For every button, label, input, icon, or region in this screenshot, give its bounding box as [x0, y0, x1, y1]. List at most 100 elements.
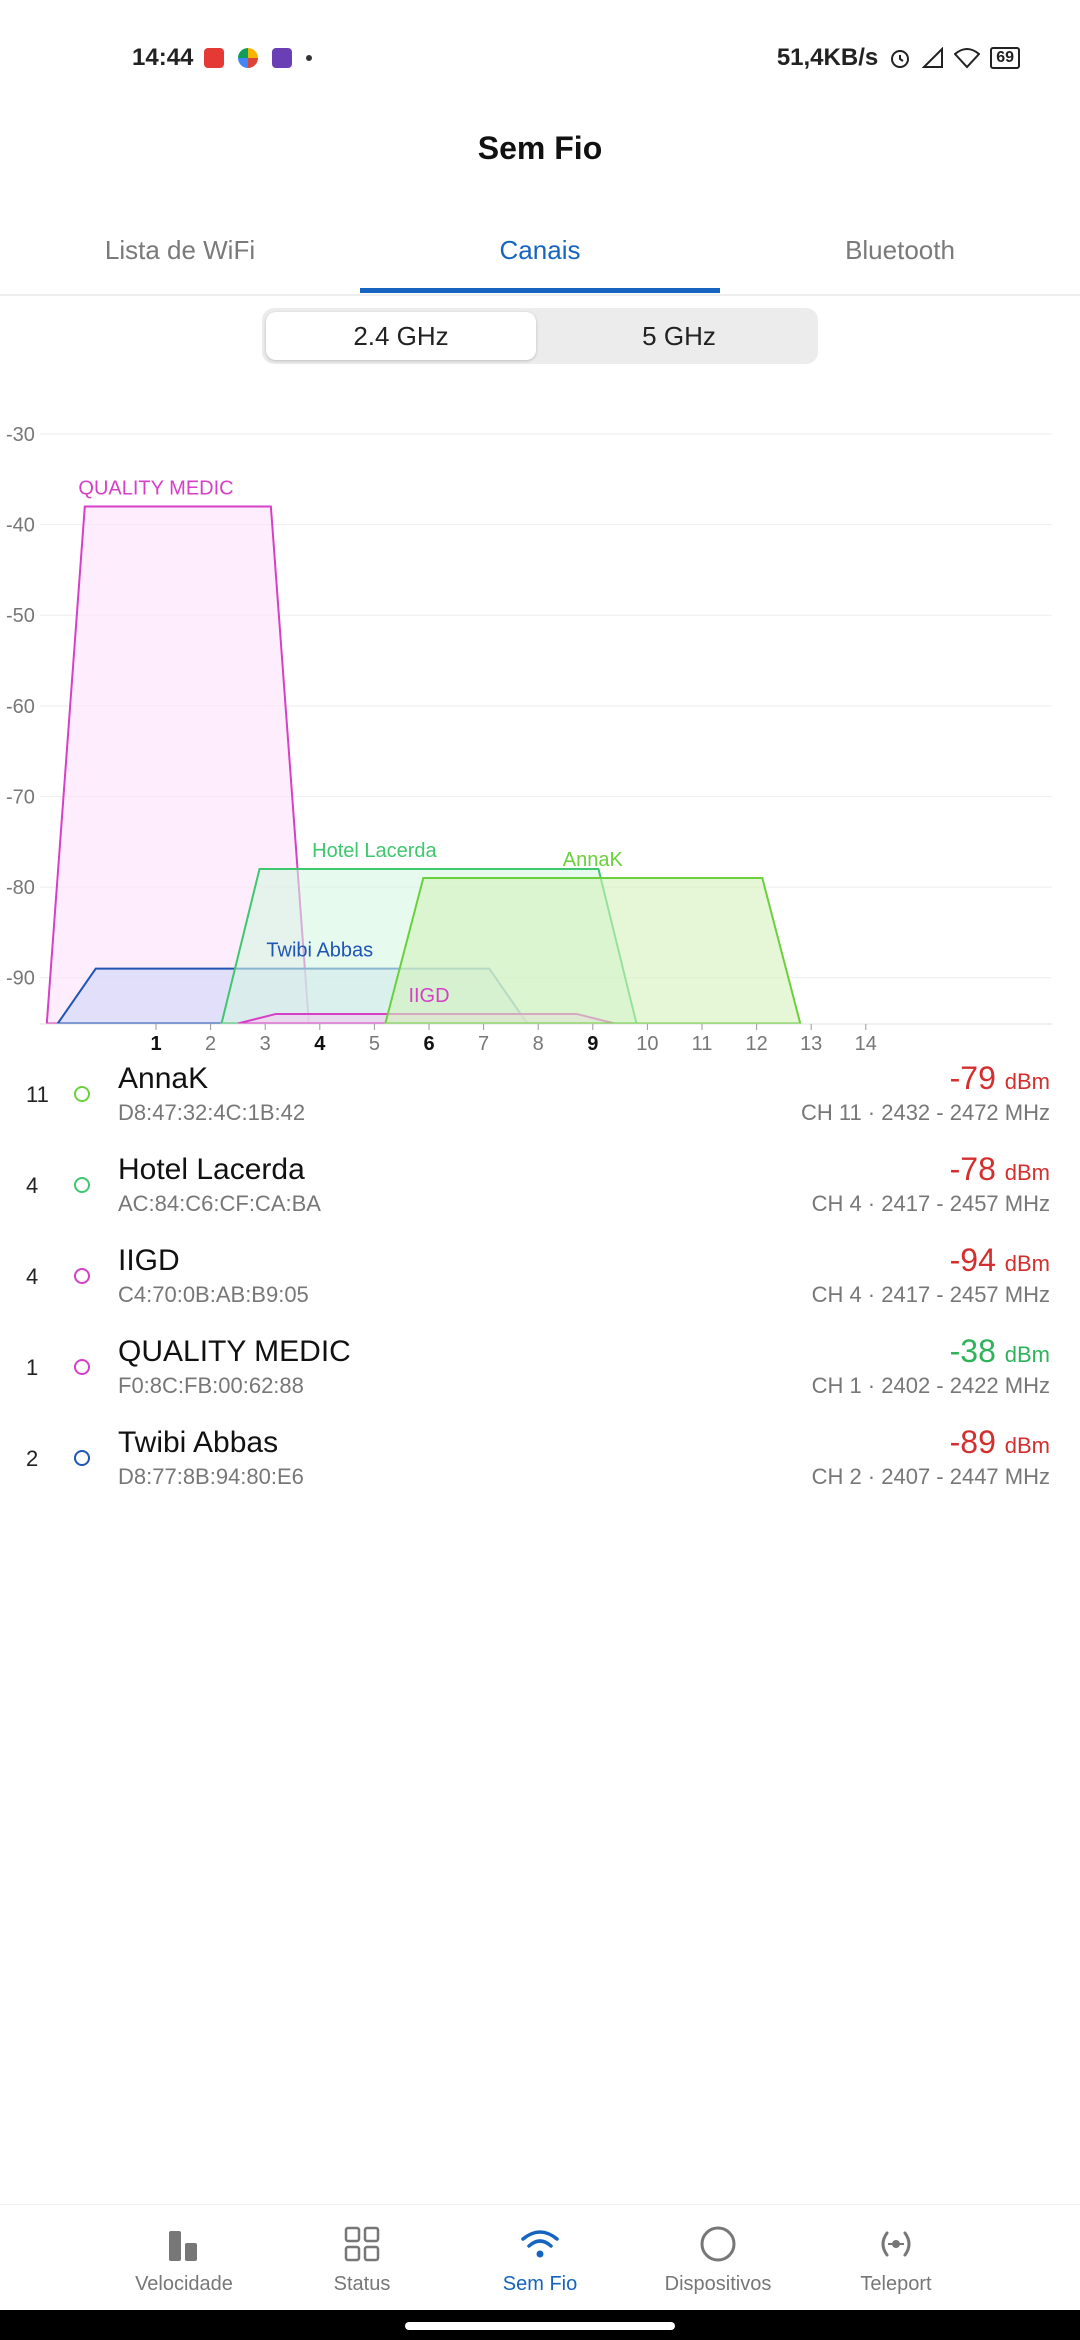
- network-channel: 4: [26, 1264, 39, 1289]
- nav-status[interactable]: Status: [272, 2223, 452, 2296]
- network-color-dot: [74, 1177, 90, 1193]
- network-frequency: CH 11 · 2432 - 2472 MHz: [800, 1100, 1050, 1125]
- nav-label: Dispositivos: [664, 2273, 772, 2295]
- network-channel: 2: [26, 1446, 39, 1471]
- series-label: Twibi Abbas: [266, 940, 373, 962]
- x-tick-label: 12: [745, 1033, 767, 1055]
- network-mac: AC:84:C6:CF:CA:BA: [118, 1191, 321, 1216]
- network-mac: D8:47:32:4C:1B:42: [118, 1100, 306, 1125]
- band-2-4ghz-button[interactable]: 2.4 GHz: [266, 312, 536, 360]
- network-row[interactable]: 4 Hotel Lacerda AC:84:C6:CF:CA:BA -78 dB…: [0, 1149, 1080, 1240]
- band-5ghz-button[interactable]: 5 GHz: [642, 321, 716, 351]
- network-channel: 4: [26, 1173, 39, 1198]
- network-row[interactable]: 2 Twibi Abbas D8:77:8B:94:80:E6 -89 dBm …: [0, 1422, 1080, 1513]
- nav-label: Teleport: [860, 2273, 932, 2295]
- x-tick-label: 2: [205, 1033, 216, 1055]
- network-row[interactable]: 11 AnnaK D8:47:32:4C:1B:42 -79 dBm CH 11…: [0, 1058, 1080, 1149]
- x-tick-label: 9: [587, 1033, 598, 1055]
- signal-unit: dBm: [1004, 1342, 1050, 1367]
- youtube-icon: [204, 48, 224, 68]
- x-tick-label: 7: [478, 1033, 489, 1055]
- signal-icon: [922, 47, 944, 68]
- network-channel: 1: [26, 1355, 39, 1380]
- x-tick-label: 10: [636, 1033, 658, 1055]
- network-ssid: QUALITY MEDIC: [118, 1335, 351, 1368]
- grid-icon: [344, 2226, 380, 2262]
- y-tick-label: -70: [6, 786, 35, 808]
- network-mac: F0:8C:FB:00:62:88: [118, 1373, 304, 1398]
- nav-label: Status: [333, 2273, 391, 2295]
- network-ssid: Twibi Abbas: [118, 1426, 279, 1459]
- signal-value: -94: [949, 1242, 996, 1278]
- x-tick-label: 6: [423, 1033, 434, 1055]
- network-row[interactable]: 4 IIGD C4:70:0B:AB:B9:05 -94 dBm CH 4 · …: [0, 1240, 1080, 1331]
- signal-value: -79: [949, 1060, 996, 1096]
- net-speed: 51,4KB/s: [776, 44, 879, 71]
- x-tick-label: 3: [260, 1033, 271, 1055]
- signal-unit: dBm: [1004, 1069, 1050, 1094]
- signal-value: -38: [949, 1333, 996, 1369]
- network-row[interactable]: 1 QUALITY MEDIC F0:8C:FB:00:62:88 -38 dB…: [0, 1331, 1080, 1422]
- y-tick-label: -90: [6, 968, 35, 990]
- app-icon: [272, 48, 292, 68]
- bottom-nav: Velocidade Status Sem Fio Dispositivos T…: [0, 2204, 1080, 2311]
- signal-unit: dBm: [1004, 1433, 1050, 1458]
- nav-teleport[interactable]: Teleport: [806, 2223, 986, 2296]
- network-ssid: AnnaK: [118, 1062, 209, 1095]
- y-tick-label: -30: [6, 424, 35, 446]
- network-signal: -89 dBm: [950, 1424, 1050, 1461]
- x-tick-label: 1: [150, 1033, 161, 1055]
- teleport-icon: [881, 2231, 911, 2257]
- nav-wireless[interactable]: Sem Fio: [450, 2223, 630, 2296]
- network-list: 11 AnnaK D8:47:32:4C:1B:42 -79 dBm CH 11…: [0, 1058, 1080, 1513]
- status-bar: 14:44 51,4KB/s 69: [0, 0, 1080, 110]
- wifi-icon: [521, 2230, 559, 2258]
- x-tick-label: 8: [533, 1033, 544, 1055]
- network-frequency: CH 1 · 2402 - 2422 MHz: [811, 1373, 1050, 1398]
- channel-chart: -30 -40 -50 -60 -70 -80 -90 QUALITY MEDIC Twibi …: [6, 424, 1052, 1055]
- nav-speed[interactable]: Velocidade: [94, 2223, 274, 2296]
- network-ssid: Hotel Lacerda: [118, 1153, 305, 1186]
- circle-icon: [700, 2226, 736, 2262]
- network-mac: C4:70:0B:AB:B9:05: [118, 1282, 309, 1307]
- battery-icon: 69: [990, 47, 1020, 69]
- signal-value: -89: [949, 1424, 996, 1460]
- tab-channels[interactable]: Canais: [499, 235, 581, 265]
- x-tick-label: 14: [855, 1033, 877, 1055]
- speed-bars-icon: [169, 2231, 197, 2261]
- band-selector: 2.4 GHz 5 GHz: [262, 308, 818, 364]
- network-signal: -38 dBm: [950, 1333, 1050, 1370]
- status-time: 14:44: [132, 44, 194, 71]
- network-color-dot: [74, 1359, 90, 1375]
- notification-icons: [204, 48, 312, 68]
- y-tick-label: -60: [6, 696, 35, 718]
- network-frequency: CH 2 · 2407 - 2447 MHz: [811, 1464, 1050, 1489]
- wifi-icon: [954, 48, 981, 69]
- status-right: 51,4KB/s 69: [777, 44, 1020, 72]
- network-color-dot: [74, 1086, 90, 1102]
- system-home-bar: [0, 2310, 1080, 2340]
- tab-bluetooth[interactable]: Bluetooth: [845, 235, 955, 265]
- network-signal: -94 dBm: [950, 1242, 1050, 1279]
- pinwheel-icon: [238, 48, 258, 68]
- network-ssid: IIGD: [118, 1244, 180, 1277]
- series-label: Hotel Lacerda: [312, 840, 437, 862]
- network-signal: -79 dBm: [950, 1060, 1050, 1097]
- home-indicator[interactable]: [405, 2322, 675, 2330]
- signal-unit: dBm: [1004, 1251, 1050, 1276]
- series-label: IIGD: [408, 985, 449, 1007]
- nav-devices[interactable]: Dispositivos: [628, 2223, 808, 2296]
- network-frequency: CH 4 · 2417 - 2457 MHz: [811, 1191, 1050, 1216]
- x-tick-label: 13: [800, 1033, 822, 1055]
- network-channel: 11: [26, 1082, 49, 1107]
- y-tick-label: -40: [6, 515, 35, 537]
- dot-icon: [306, 55, 312, 61]
- alarm-icon: [891, 50, 910, 68]
- x-tick-label: 11: [692, 1033, 713, 1055]
- network-frequency: CH 4 · 2417 - 2457 MHz: [811, 1282, 1050, 1307]
- tab-wifi-list[interactable]: Lista de WiFi: [104, 235, 256, 265]
- nav-label: Sem Fio: [502, 2273, 578, 2295]
- nav-label: Velocidade: [135, 2273, 233, 2295]
- series-label: AnnaK: [563, 849, 624, 871]
- tab-bar: Lista de WiFi Canais Bluetooth: [0, 210, 1080, 296]
